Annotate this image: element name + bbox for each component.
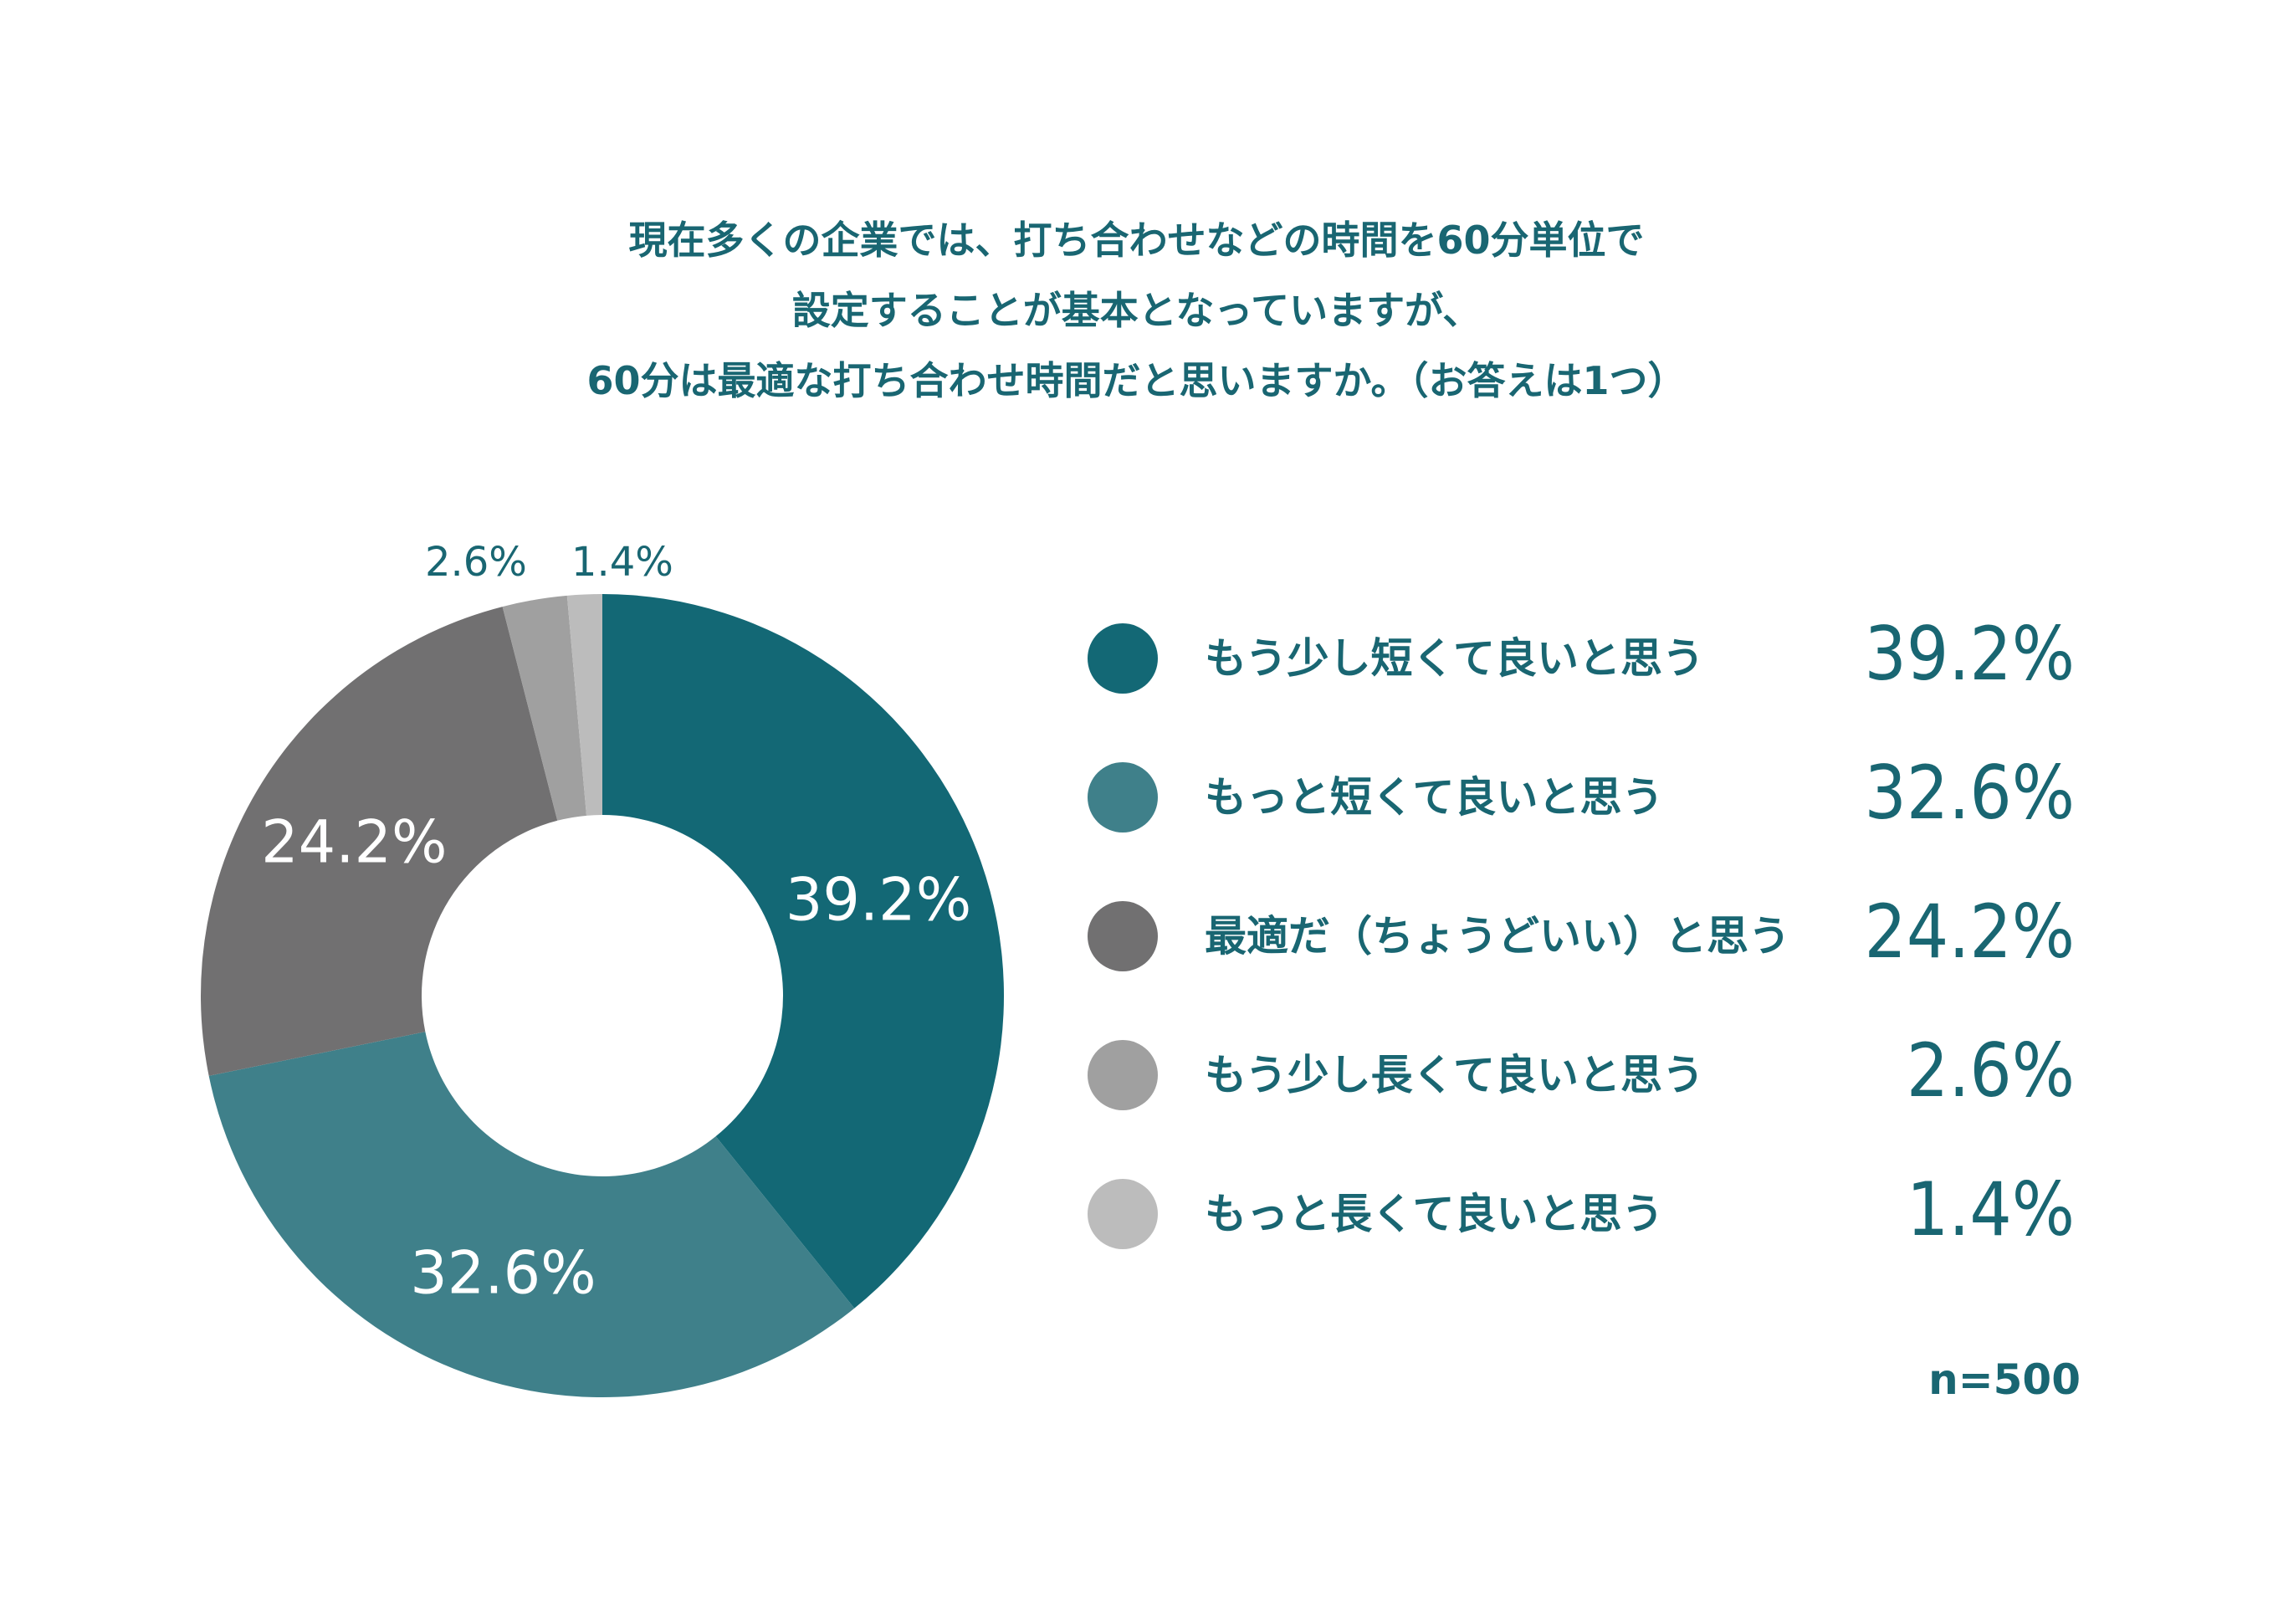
donut-slice-1 xyxy=(602,594,1005,1309)
slice-label-3: 24.2% xyxy=(261,807,447,876)
legend-item-2: もっと短くて良いと思う 32.6% xyxy=(1088,750,2091,901)
sample-size: n=500 xyxy=(1928,1355,2081,1404)
legend-item-5: もっと長くて良いと思う 1.4% xyxy=(1088,1166,2091,1318)
chart-title-line-3: 60分は最適な打ち合わせ時間だと思いますか。（お答えは1つ） xyxy=(586,358,1687,403)
slice-label-2: 32.6% xyxy=(410,1238,596,1307)
legend-value-3: 24.2% xyxy=(1864,889,2075,975)
legend-item-4: もう少し長くて良いと思う 2.6% xyxy=(1088,1027,2091,1179)
legend-label-1: もう少し短くて良いと思う xyxy=(1205,634,1704,683)
legend-value-1: 39.2% xyxy=(1864,611,2075,697)
legend-swatch-5 xyxy=(1088,1179,1158,1249)
donut-slice-4 xyxy=(502,595,587,821)
legend: もう少し短くて良いと思う 39.2% もっと短くて良いと思う 32.6% 最適だ… xyxy=(1088,611,2091,1318)
legend-item-1: もう少し短くて良いと思う 39.2% xyxy=(1088,611,2091,762)
legend-swatch-4 xyxy=(1088,1040,1158,1110)
legend-label-5: もっと長くて良いと思う xyxy=(1205,1190,1664,1238)
legend-value-2: 32.6% xyxy=(1864,750,2075,836)
chart-title-line-2: 設定することが基本となっていますが、 xyxy=(791,288,1482,333)
legend-swatch-2 xyxy=(1088,762,1158,832)
legend-label-4: もう少し長くて良いと思う xyxy=(1205,1051,1704,1099)
chart-title-line-1: 現在多くの企業では、打ち合わせなどの時間を60分単位で xyxy=(628,218,1645,263)
legend-swatch-1 xyxy=(1088,623,1158,694)
legend-swatch-3 xyxy=(1088,901,1158,971)
donut-slice-2 xyxy=(208,1032,855,1398)
legend-value-4: 2.6% xyxy=(1906,1027,2075,1114)
donut-slice-5 xyxy=(566,594,602,816)
legend-value-5: 1.4% xyxy=(1906,1166,2075,1253)
slice-label-5: 1.4% xyxy=(571,539,673,586)
legend-label-2: もっと短くて良いと思う xyxy=(1205,773,1664,822)
chart-title: 現在多くの企業では、打ち合わせなどの時間を60分単位で 設定することが基本となっ… xyxy=(0,205,2273,416)
donut-slice-3 xyxy=(200,607,558,1076)
slice-label-4: 2.6% xyxy=(425,539,527,586)
legend-item-3: 最適だ（ちょうどいい）と思う 24.2% xyxy=(1088,889,2091,1040)
slice-label-1: 39.2% xyxy=(786,866,971,935)
legend-label-3: 最適だ（ちょうどいい）と思う xyxy=(1205,912,1790,961)
